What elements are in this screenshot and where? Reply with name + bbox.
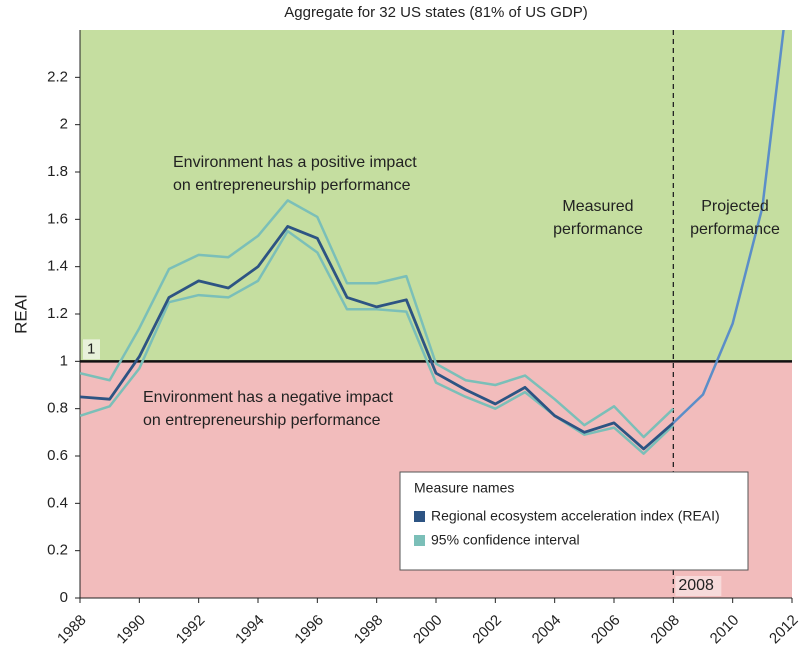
annotation: Measured	[562, 198, 633, 215]
x-tick-label: 1992	[173, 612, 209, 648]
annotation: Projected	[701, 198, 769, 215]
legend-swatch	[414, 511, 425, 522]
legend-swatch	[414, 535, 425, 546]
x-tick-label: 2002	[469, 612, 505, 648]
annotation: on entrepreneurship performance	[143, 412, 381, 429]
y-tick-label: 0.2	[47, 542, 68, 559]
y-tick-label: 0	[60, 589, 68, 606]
y-tick-label: 0.4	[47, 494, 68, 511]
y-tick-label: 0.8	[47, 400, 68, 417]
y-tick-label: 1.2	[47, 305, 68, 322]
reference-y-label: 1	[87, 340, 95, 357]
x-tick-label: 1996	[291, 612, 327, 648]
ref-x-label-bg	[675, 576, 722, 596]
annotation: Environment has a negative impact	[143, 389, 393, 406]
y-tick-label: 2	[60, 116, 68, 133]
x-tick-label: 2012	[766, 612, 801, 648]
ref-label-bg	[83, 339, 100, 360]
x-tick-label: 1990	[113, 612, 149, 648]
annotation: performance	[553, 221, 643, 238]
annotation: performance	[690, 221, 780, 238]
reference-x-label: 2008	[678, 577, 714, 594]
x-tick-label: 1988	[54, 612, 90, 648]
x-tick-label: 2008	[647, 612, 683, 648]
legend-box	[399, 471, 749, 571]
chart-title: Aggregate for 32 US states (81% of US GD…	[284, 4, 587, 21]
ci-upper	[80, 199, 675, 439]
x-tick-label: 2004	[529, 612, 565, 648]
y-tick-label: 1.4	[47, 258, 68, 275]
y-tick-label: 1	[60, 352, 68, 369]
x-tick-label: 1998	[351, 612, 387, 648]
y-tick-label: 2.2	[47, 68, 68, 85]
x-tick-label: 2006	[588, 612, 624, 648]
legend-title: Measure names	[414, 480, 514, 496]
annotation: Environment has a positive impact	[173, 154, 417, 171]
positive-region	[80, 30, 792, 362]
x-tick-label: 1994	[232, 612, 268, 648]
annotation: on entrepreneurship performance	[173, 177, 411, 194]
y-tick-label: 1.6	[47, 210, 68, 227]
x-tick-label: 2010	[707, 612, 743, 648]
x-tick-label: 2000	[410, 612, 446, 648]
legend-label: Regional ecosystem acceleration index (R…	[431, 508, 720, 524]
y-axis-label: REAI	[11, 294, 30, 334]
reai-line	[80, 225, 675, 451]
legend-label: 95% confidence interval	[431, 532, 580, 548]
y-tick-label: 1.8	[47, 163, 68, 180]
projected-line	[672, 30, 785, 424]
y-tick-label: 0.6	[47, 447, 68, 464]
